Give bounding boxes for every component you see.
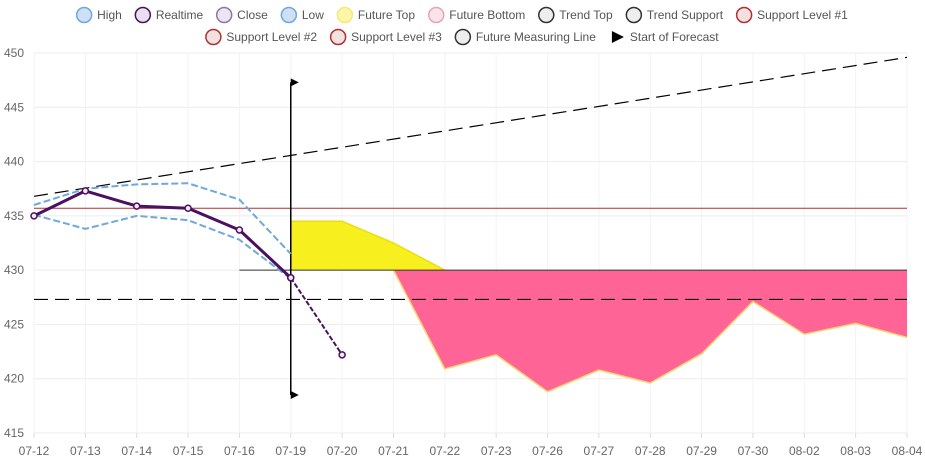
legend-label-close: Close bbox=[237, 8, 268, 22]
y-tick-label-430: 430 bbox=[4, 263, 24, 277]
x-tick-label-07-19: 07-19 bbox=[275, 444, 306, 458]
x-tick-label-07-22: 07-22 bbox=[429, 444, 460, 458]
legend-label-low: Low bbox=[302, 8, 324, 22]
legend-marker-start-of-forecast bbox=[611, 31, 624, 43]
y-tick-label-425: 425 bbox=[4, 317, 24, 331]
y-tick-label-420: 420 bbox=[4, 372, 24, 386]
x-tick-label-07-13: 07-13 bbox=[70, 444, 101, 458]
future-top-edge bbox=[290, 220, 446, 271]
trend-top-line bbox=[33, 56, 908, 197]
realtime-point-07-14 bbox=[132, 202, 141, 210]
future-bottom-area bbox=[393, 270, 907, 392]
legend-label-future-top: Future Top bbox=[358, 8, 415, 22]
chart-grid bbox=[33, 52, 908, 434]
legend-marker-trend-top bbox=[538, 6, 555, 24]
legend-marker-high bbox=[75, 6, 93, 24]
x-tick-label-07-16: 07-16 bbox=[224, 444, 255, 458]
x-tick-label-08-02: 08-02 bbox=[789, 444, 820, 458]
realtime-point-07-12 bbox=[30, 212, 38, 220]
low-line bbox=[33, 213, 292, 280]
legend-marker-realtime bbox=[134, 6, 152, 24]
y-tick-label-415: 415 bbox=[4, 426, 24, 440]
series-points bbox=[30, 187, 346, 359]
legend-marker-support-level-3 bbox=[329, 28, 347, 46]
x-tick-label-08-04: 08-04 bbox=[892, 444, 923, 458]
chart-legend: High Realtime Close Low Future Top Future Bot… bbox=[75, 6, 848, 46]
legend-marker-trend-support bbox=[625, 6, 643, 24]
legend-label-trend-top: Trend Top bbox=[559, 8, 613, 22]
x-tick-label-07-29: 07-29 bbox=[686, 444, 717, 458]
realtime-line bbox=[33, 189, 292, 279]
legend-label-support-level-3: Support Level #3 bbox=[351, 30, 442, 44]
legend-marker-future-bottom bbox=[427, 6, 445, 24]
y-tick-label-435: 435 bbox=[4, 209, 24, 223]
y-tick-label-445: 445 bbox=[4, 100, 24, 114]
realtime-point-07-13 bbox=[81, 187, 90, 195]
x-tick-label-07-21: 07-21 bbox=[378, 444, 409, 458]
high-line bbox=[33, 182, 292, 255]
legend-marker-low bbox=[280, 6, 298, 24]
start-of-forecast-marker-top bbox=[290, 78, 299, 87]
series-lines bbox=[33, 182, 343, 356]
realtime-point-07-19 bbox=[287, 273, 295, 282]
legend-label-future-measuring-line: Future Measuring Line bbox=[476, 30, 596, 44]
reference-lines bbox=[33, 56, 908, 399]
forecast-areas bbox=[290, 220, 908, 393]
x-tick-label-07-26: 07-26 bbox=[532, 444, 563, 458]
x-axis: 07-12 07-13 07-14 07-15 07-16 07-19 07-20 07-21… bbox=[19, 433, 923, 458]
x-tick-label-07-27: 07-27 bbox=[584, 444, 615, 458]
x-tick-label-07-15: 07-15 bbox=[173, 444, 204, 458]
y-axis: 415 420 425 430 435 440 445 450 bbox=[4, 46, 24, 440]
legend-marker-support-level-2 bbox=[205, 28, 222, 46]
start-of-forecast-marker-bottom bbox=[290, 391, 299, 399]
x-tick-label-08-03: 08-03 bbox=[840, 444, 871, 458]
legend-label-realtime: Realtime bbox=[156, 8, 204, 22]
legend-label-future-bottom: Future Bottom bbox=[449, 8, 525, 22]
y-tick-label-450: 450 bbox=[4, 46, 24, 60]
legend-label-start-of-forecast: Start of Forecast bbox=[630, 30, 719, 44]
legend-label-support-level-2: Support Level #2 bbox=[226, 30, 317, 44]
realtime-point-07-15 bbox=[184, 204, 192, 213]
x-tick-label-07-14: 07-14 bbox=[121, 444, 152, 458]
x-tick-label-07-12: 07-12 bbox=[19, 444, 50, 458]
legend-label-trend-support: Trend Support bbox=[647, 8, 724, 22]
legend-label-support-level-1: Support Level #1 bbox=[757, 8, 848, 22]
future-top-area bbox=[290, 221, 445, 271]
close-point-07-20 bbox=[338, 351, 346, 359]
legend-marker-close bbox=[215, 6, 233, 24]
x-tick-label-07-20: 07-20 bbox=[327, 444, 358, 458]
x-tick-label-07-28: 07-28 bbox=[635, 444, 666, 458]
realtime-point-07-16 bbox=[235, 226, 244, 234]
legend-marker-future-measuring-line bbox=[454, 28, 472, 46]
legend-label-high: High bbox=[97, 8, 122, 22]
future-bottom-edge bbox=[392, 269, 908, 393]
legend-marker-future-top bbox=[336, 6, 354, 24]
x-tick-label-07-23: 07-23 bbox=[481, 444, 512, 458]
legend-marker-support-level-1 bbox=[735, 6, 753, 24]
close-line bbox=[289, 277, 343, 356]
x-tick-label-07-30: 07-30 bbox=[738, 444, 769, 458]
y-tick-label-440: 440 bbox=[4, 155, 24, 169]
